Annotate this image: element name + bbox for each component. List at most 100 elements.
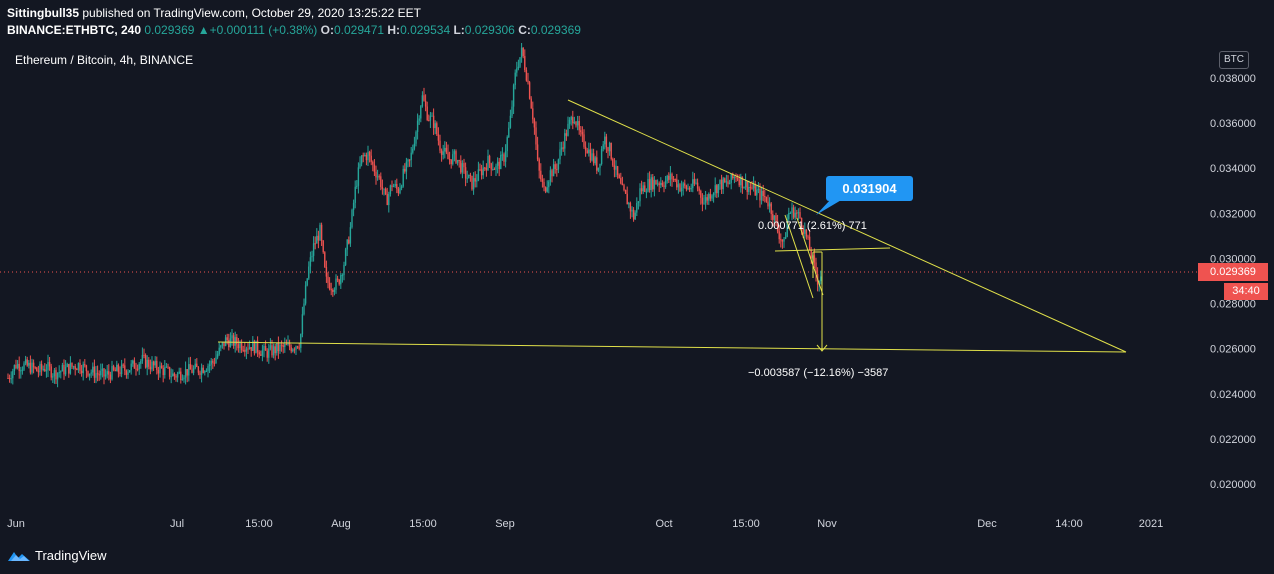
candle-body: [524, 56, 526, 70]
candle-body: [210, 360, 212, 365]
x-axis-tick-label: Sep: [495, 518, 515, 530]
candle-body: [20, 370, 22, 372]
candle-body: [223, 342, 225, 347]
candle-body: [496, 161, 499, 166]
callout-pointer: [816, 199, 843, 215]
x-axis-tick-label: Aug: [331, 518, 351, 530]
candle-body: [568, 119, 571, 124]
candle-body: [189, 364, 192, 370]
candle-body: [168, 367, 171, 377]
candle-body: [764, 196, 766, 198]
candle-body: [431, 115, 433, 117]
close-value: 0.029369: [530, 23, 581, 37]
candle-body: [591, 153, 593, 161]
x-axis-tick-label: 14:00: [1055, 518, 1083, 530]
candle-body: [248, 347, 251, 349]
candle-body: [448, 159, 451, 161]
candle-body: [116, 364, 118, 372]
candle-body: [428, 120, 430, 122]
candle-body: [32, 362, 35, 368]
candle-body: [552, 164, 555, 177]
candle-body: [37, 371, 40, 373]
candle-body: [516, 68, 518, 73]
candle-body: [112, 366, 115, 370]
currency-badge[interactable]: BTC: [1219, 51, 1249, 69]
candle-body: [548, 181, 550, 188]
candle-body: [797, 212, 800, 214]
candle-body: [152, 361, 155, 366]
candle-body: [480, 169, 483, 176]
candle-body: [738, 179, 740, 186]
x-axis-tick-label: Dec: [977, 518, 997, 530]
candle-body: [191, 369, 193, 373]
candle-body: [420, 106, 422, 119]
candle-body: [776, 221, 779, 232]
candle-body: [82, 364, 84, 374]
candle-body: [802, 228, 804, 234]
candle-body: [383, 188, 385, 190]
candle-body: [813, 255, 816, 263]
candle-body: [434, 123, 436, 129]
candle-body: [317, 235, 320, 241]
candle-body: [266, 350, 268, 358]
candle-body: [87, 371, 89, 376]
candle-body: [752, 183, 755, 189]
candle-body: [687, 188, 689, 190]
candle-body: [437, 134, 440, 141]
candle-body: [482, 167, 484, 176]
candle-body: [170, 376, 172, 378]
candle-body: [597, 167, 600, 171]
candle-body: [684, 183, 686, 186]
candle-body: [245, 348, 248, 352]
candle-body: [458, 159, 460, 161]
candle-body: [159, 365, 161, 374]
candle-body: [268, 348, 270, 358]
candle-body: [575, 121, 577, 126]
candle-body: [757, 188, 760, 190]
candle-body: [362, 155, 364, 157]
y-axis-tick-label: 0.032000: [1210, 208, 1256, 220]
candle-body: [256, 340, 259, 353]
candle-body: [706, 197, 708, 201]
candle-body: [360, 155, 363, 164]
candle-body: [74, 366, 76, 370]
candle-body: [648, 179, 651, 191]
candle-body: [596, 157, 598, 171]
candle-body: [485, 167, 488, 171]
price-callout[interactable]: 0.031904: [826, 176, 913, 201]
candle-body: [650, 177, 652, 191]
candle-body: [176, 373, 179, 378]
candle-body: [216, 354, 219, 358]
y-axis-tick-label: 0.030000: [1210, 253, 1256, 265]
candle-body: [114, 369, 116, 372]
candle-body: [461, 163, 464, 173]
publisher-name[interactable]: Sittingbull35: [7, 6, 79, 20]
candle-body: [140, 360, 142, 364]
current-price-tag: 0.029369: [1198, 263, 1268, 281]
candle-body: [328, 282, 331, 290]
candle-body: [685, 185, 688, 190]
candle-body: [157, 369, 160, 374]
candle-body: [247, 348, 249, 350]
candle-body: [324, 252, 326, 268]
candle-body: [783, 238, 785, 242]
candle-body: [183, 377, 185, 380]
candle-body: [725, 181, 728, 183]
candle-body: [252, 341, 254, 351]
candle-body: [199, 372, 201, 375]
candle-body: [805, 229, 808, 237]
candle-body: [386, 194, 388, 206]
x-axis-tick-label: 2021: [1139, 518, 1163, 530]
candle-body: [96, 373, 99, 375]
candle-body: [608, 142, 611, 152]
candle-body: [549, 170, 552, 182]
candle-body: [215, 357, 217, 364]
candle-body: [207, 365, 209, 371]
candle-body: [237, 344, 240, 349]
candle-body: [60, 371, 62, 373]
candle-body: [610, 142, 612, 159]
close-label: C:: [518, 23, 531, 37]
candle-body: [695, 182, 697, 184]
tradingview-logo[interactable]: TradingView: [7, 548, 107, 563]
